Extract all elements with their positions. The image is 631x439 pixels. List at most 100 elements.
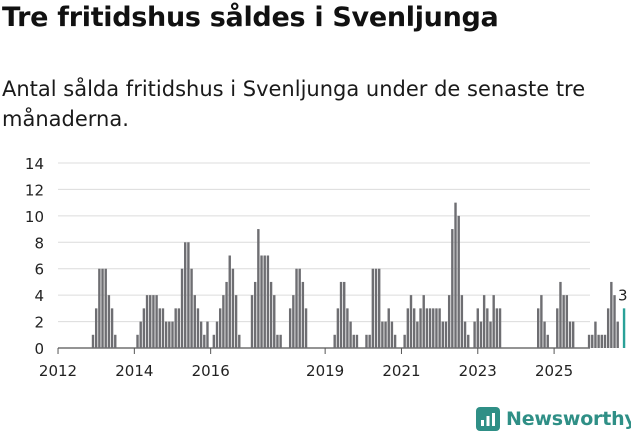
bar (145, 295, 149, 348)
bar (425, 308, 429, 348)
bar (355, 334, 359, 348)
bar (352, 334, 355, 348)
bar (238, 334, 241, 348)
bar (333, 334, 336, 348)
chart-title: Tre fritidshus såldes i Svenljunga (2, 2, 499, 33)
brand-name: Newsworthy (506, 408, 631, 430)
bar (279, 334, 282, 348)
bar (368, 334, 371, 348)
bar (479, 321, 483, 348)
bar (606, 308, 610, 348)
bar (336, 308, 340, 348)
bar (91, 334, 95, 348)
y-tick-label: 8 (34, 234, 44, 252)
bar (422, 295, 425, 348)
bar (476, 308, 479, 348)
bar (250, 295, 254, 348)
bar (114, 334, 117, 348)
bar (447, 295, 451, 348)
bar (158, 308, 161, 348)
bar (266, 255, 270, 348)
bar (273, 295, 276, 348)
bar (295, 268, 298, 348)
bar (537, 308, 540, 348)
y-tick-label: 14 (25, 155, 44, 173)
bar (565, 295, 569, 348)
x-tick-label: 2021 (382, 362, 420, 380)
bar (543, 321, 546, 348)
bar (409, 295, 413, 348)
bar (276, 334, 279, 348)
bar (486, 308, 489, 348)
bar (454, 202, 457, 348)
y-tick-label: 0 (34, 340, 44, 358)
bar (171, 321, 174, 348)
bar (349, 321, 352, 348)
bar (104, 268, 107, 348)
bar-highlight (622, 308, 626, 348)
bar (463, 321, 467, 348)
bar (390, 321, 394, 348)
bar (292, 295, 295, 348)
bar (231, 268, 235, 348)
bar (571, 321, 575, 348)
x-tick-label: 2025 (535, 362, 573, 380)
bar (343, 281, 346, 348)
bar (438, 308, 441, 348)
bar (489, 321, 492, 348)
bar (432, 308, 435, 348)
bar (371, 268, 375, 348)
chart-subtitle: Antal sålda fritidshus i Svenljunga unde… (2, 77, 586, 131)
bar (253, 281, 257, 348)
bar (492, 295, 495, 348)
bar (381, 321, 384, 348)
bar (180, 268, 184, 348)
grid-lines (58, 162, 590, 349)
bar (263, 255, 266, 348)
bar (260, 255, 263, 348)
bar (203, 334, 206, 348)
bar (346, 308, 349, 348)
bar (546, 334, 549, 348)
y-tick-label: 6 (34, 261, 44, 279)
x-tick-label: 2012 (39, 362, 77, 380)
bar (387, 308, 390, 348)
bar (199, 321, 203, 348)
bar (222, 295, 225, 348)
bar (228, 255, 231, 348)
bar (613, 295, 616, 348)
bar (384, 321, 387, 348)
bar (416, 321, 419, 348)
bar (568, 321, 572, 348)
bar (177, 308, 181, 348)
annotations: 3 (618, 286, 628, 304)
bar (365, 334, 368, 348)
bar (374, 268, 378, 348)
bar (378, 268, 381, 348)
bar (149, 295, 152, 348)
x-tick-label: 2016 (192, 362, 230, 380)
bar (107, 295, 111, 348)
bar (616, 321, 619, 348)
bar (495, 308, 499, 348)
bar (406, 308, 410, 348)
bar (393, 334, 397, 348)
bar (403, 334, 406, 348)
bar (196, 308, 200, 348)
x-tick-label: 2023 (459, 362, 497, 380)
bar (587, 334, 591, 348)
bar (457, 215, 460, 348)
bar (152, 295, 155, 348)
bar (212, 334, 216, 348)
bar (498, 308, 502, 348)
bar (435, 308, 438, 348)
bar (301, 281, 305, 348)
bar (482, 295, 486, 348)
bar (187, 242, 190, 348)
x-tick-label: 2019 (306, 362, 344, 380)
bar (184, 242, 187, 348)
bar (215, 321, 219, 348)
bar (600, 334, 603, 348)
bar (419, 308, 422, 348)
bar (225, 281, 228, 348)
